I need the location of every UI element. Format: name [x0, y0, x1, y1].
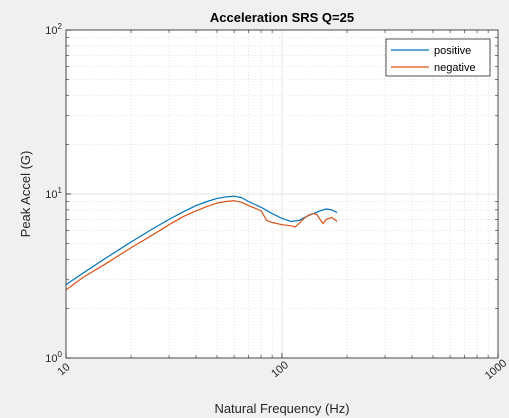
- series-line-negative: [65, 200, 338, 291]
- y-tick-label: 100: [45, 350, 62, 365]
- legend-label-positive: positive: [434, 45, 471, 57]
- y-tick-label: 101: [45, 186, 62, 201]
- legend-box: [385, 38, 491, 77]
- y-axis-label: Peak Accel (G): [18, 151, 33, 238]
- legend-label-negative: negative: [434, 62, 476, 74]
- y-tick-label: 102: [45, 22, 62, 37]
- x-axis-label: Natural Frequency (Hz): [214, 401, 349, 416]
- series-lines: [65, 195, 338, 291]
- tick-marks: [65, 29, 499, 359]
- legend: positive negative: [385, 38, 491, 77]
- chart-title: Acceleration SRS Q=25: [210, 10, 354, 25]
